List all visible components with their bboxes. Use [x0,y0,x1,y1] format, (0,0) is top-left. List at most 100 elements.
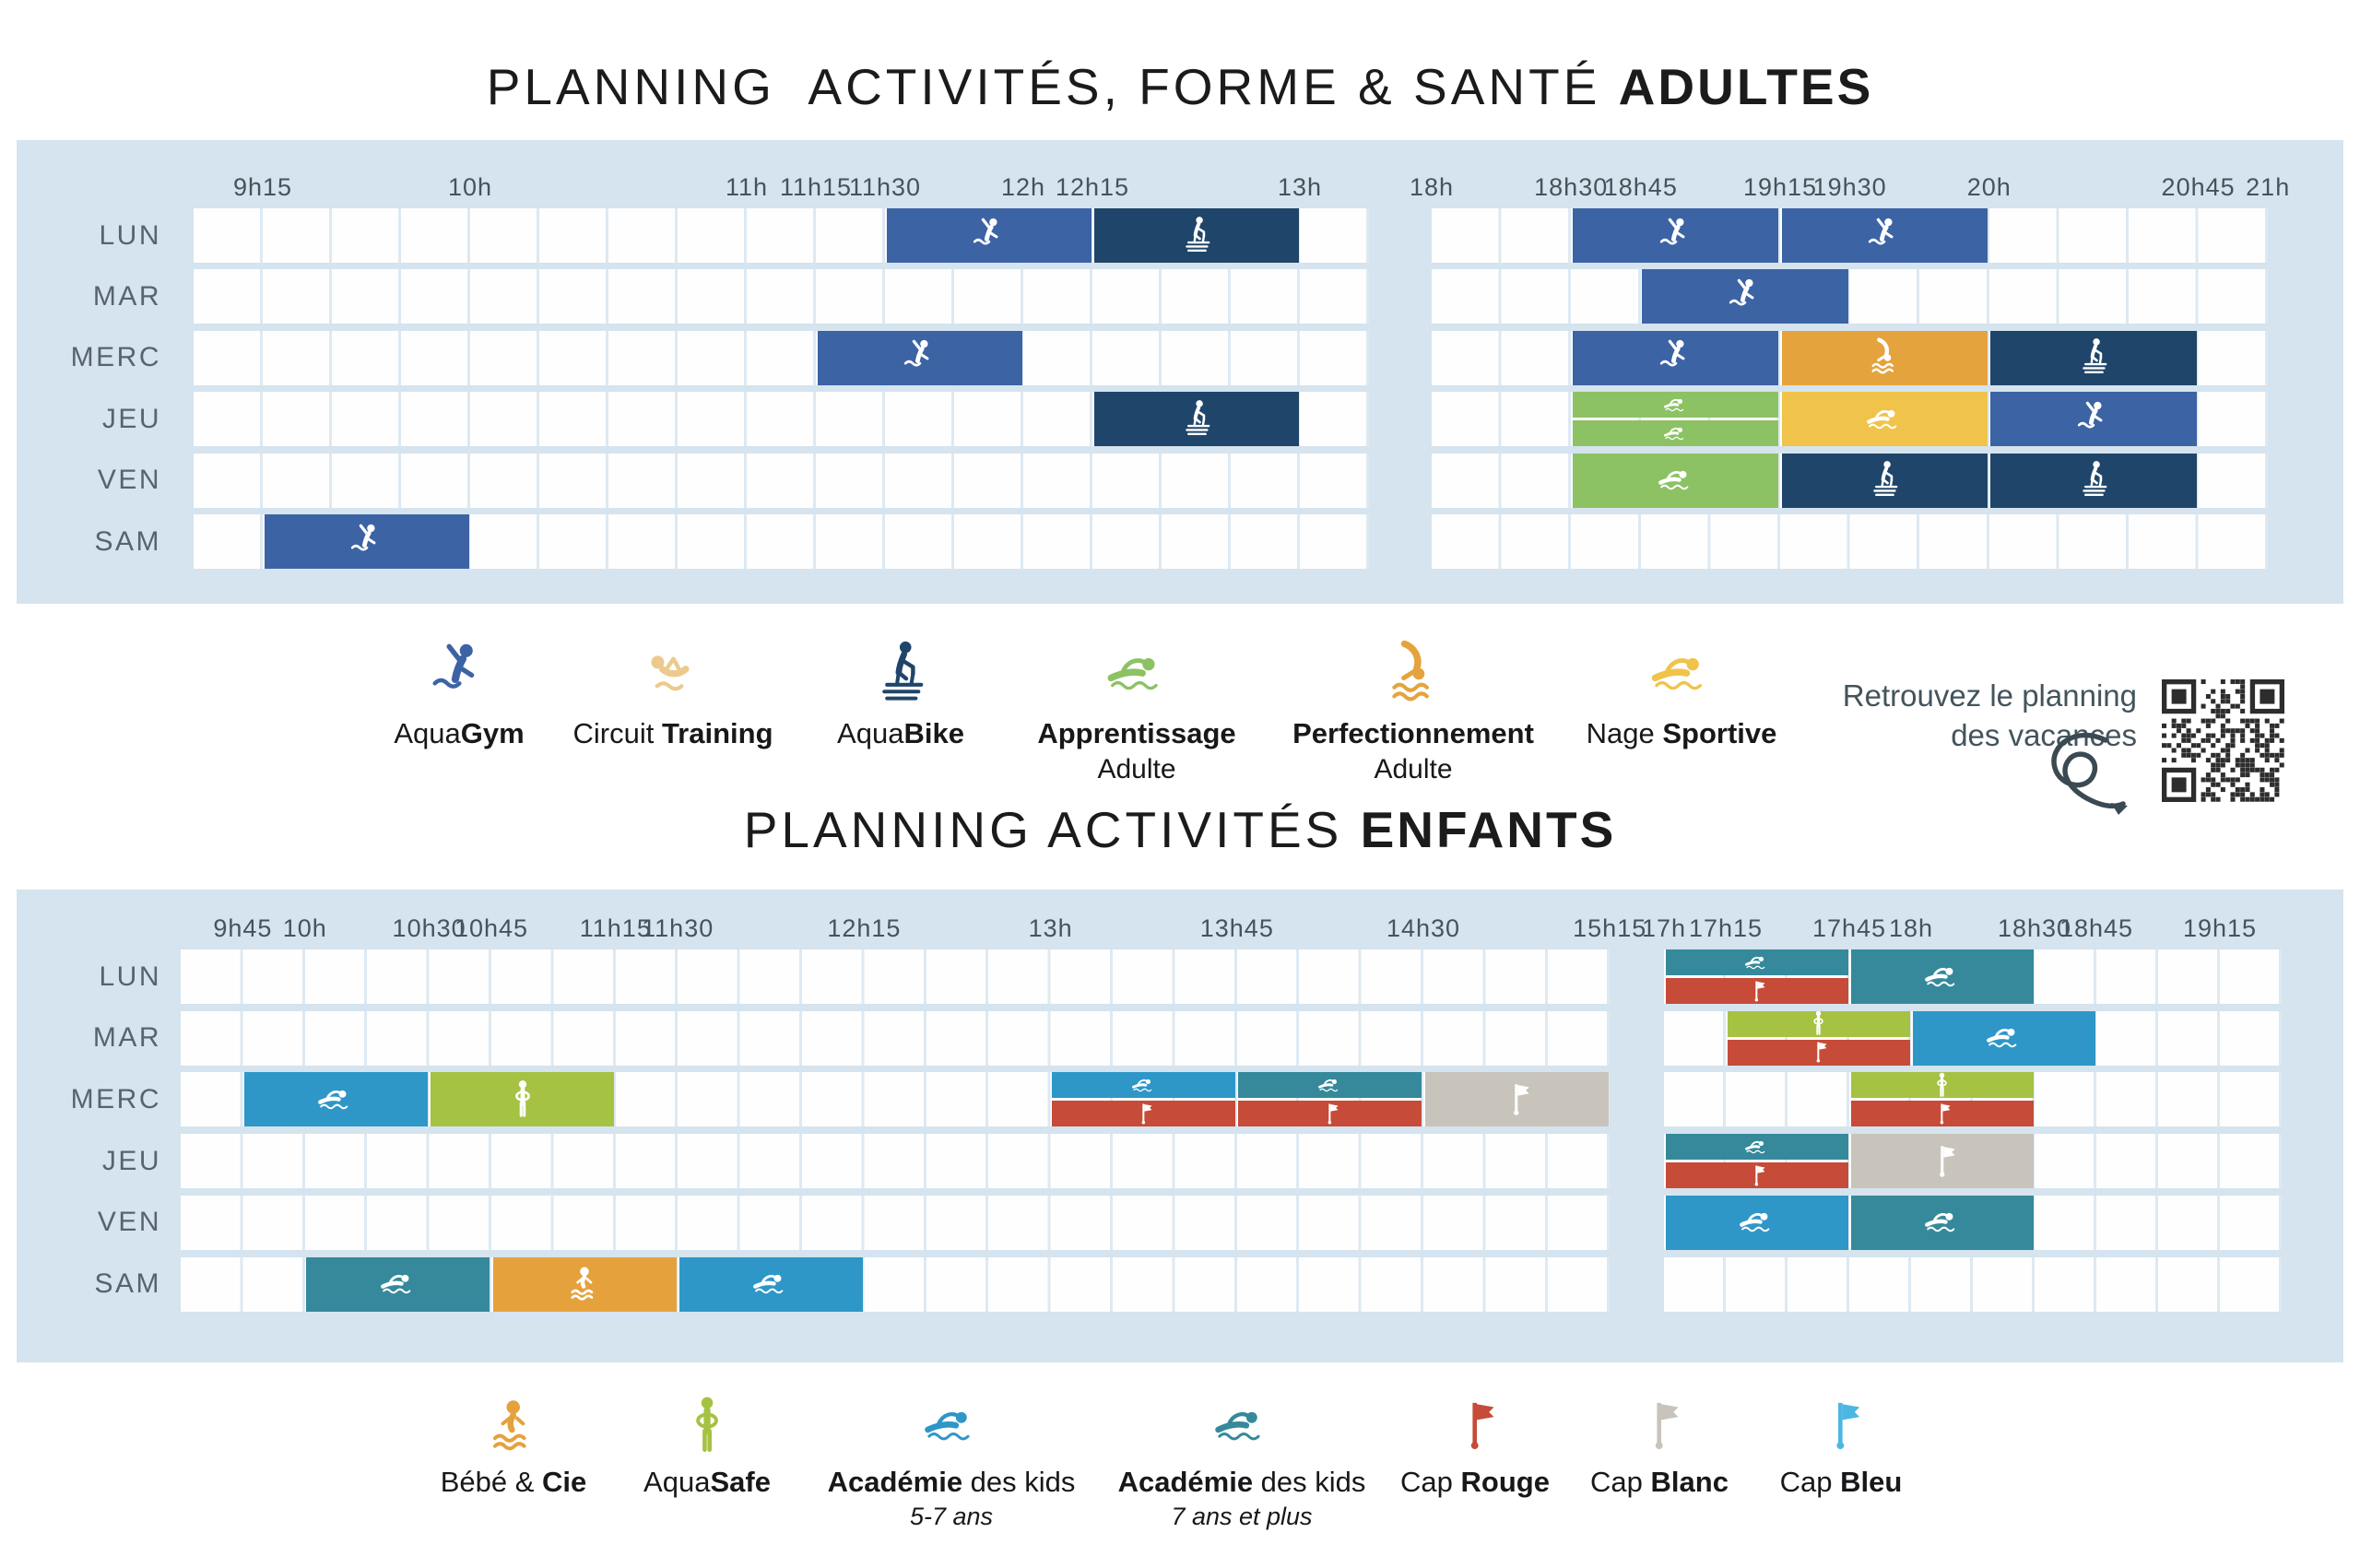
flag-icon [1743,1162,1770,1188]
adults-time-label-12h15: 12h15 [1055,173,1130,201]
schedule-block-aquagym [1572,330,1779,385]
aquagym-icon [394,634,524,708]
kids-grid-row-ven-0 [181,1195,1611,1250]
bebe-icon [564,1264,605,1304]
schedule-block-aquabike [1781,453,1988,508]
kids-legend-label-aquasafe: AquaSafe [643,1466,771,1498]
vacation-note-line2: des vacances [1951,718,2137,752]
adults-time-label-20h: 20h [1966,173,2012,201]
kids-legend-item-capblanc: Cap Blanc [1590,1390,1729,1499]
flag-icon [1496,1079,1537,1120]
swimmer-icon [1662,420,1689,446]
kids-legend-item-aquasafe: AquaSafe [643,1390,771,1499]
kids-legend-label-caprouge: Cap Rouge [1400,1466,1550,1498]
adults-title: PLANNING ACTIVITÉS, FORME & SANTÉ ADULTE… [0,57,2360,116]
kids-legend-item-academie57: Académie des kids 5-7 ans [828,1390,1075,1531]
schedule-block-caprouge [1052,1101,1236,1127]
flag-icon [1400,1390,1550,1456]
kids-grid-row-lun-0 [181,949,1611,1004]
aquabike-icon [2073,337,2114,378]
kids-day-label-jeu: JEU [101,1145,161,1176]
kids-time-label-14h30: 14h30 [1386,914,1461,942]
aquagym-icon [1656,337,1696,378]
schedule-block-nage [1781,392,1988,447]
kids-time-label-15h15: 15h15 [1573,914,1647,942]
bebe-icon [441,1390,587,1456]
schedule-block-apprentissage [1572,392,1779,419]
diver-icon [1864,337,1905,378]
adults-legend-item-circuit: Circuit Training [572,634,773,750]
swimmer-icon [1743,949,1770,975]
adults-time-label-10h: 10h [447,173,493,201]
aquabike-icon [1176,399,1217,440]
kids-legend-sub-academie7p: 7 ans et plus [1171,1503,1313,1530]
aquagym-icon [1864,216,1905,256]
schedule-block-caprouge [1238,1101,1422,1127]
schedule-block-academie57 [243,1072,429,1127]
schedule-block-aquabike [1093,208,1299,263]
kids-day-label-sam: SAM [94,1268,161,1299]
adults-legend-label-perfectionnement: Perfectionnement [1292,717,1534,749]
kids-legend-item-bebe: Bébé & Cie [440,1390,587,1499]
kids-time-label-10h: 10h [282,914,327,942]
schedule-block-caprouge [1850,1101,2034,1127]
flag-icon [1743,978,1770,1004]
schedule-block-apprentissage [1572,420,1779,447]
aquagym-icon [1725,277,1765,317]
schedule-block-academie7p [1238,1072,1422,1099]
schedule-block-capblanc [1850,1134,2034,1189]
diver-icon [1292,634,1534,708]
adults-time-label-19h15: 19h15 [1742,173,1818,201]
adults-legend-item-nage: Nage Sportive [1587,634,1777,750]
kids-time-label-18h45: 18h45 [2059,914,2134,942]
schedule-block-aquasafe [1727,1010,1910,1037]
aquabike-icon [1864,460,1905,501]
flag-icon [1780,1390,1903,1456]
kids-legend-label-capbleu: Cap Bleu [1779,1466,1903,1498]
schedule-block-aquagym [264,514,469,569]
swimmer-icon [750,1264,791,1304]
aquasafe-icon [643,1390,771,1456]
adults-grid-row-merc-0 [194,330,1369,385]
swimmer-icon [1662,392,1689,418]
kids-title-regular: PLANNING ACTIVITÉS [743,801,1361,858]
schedule-block-academie7p [1850,1195,2034,1250]
swimmer-icon [1130,1072,1157,1098]
schedule-block-academie7p [1665,1134,1848,1161]
kids-time-label-12h15: 12h15 [827,914,902,942]
adults-day-label-merc: MERC [70,342,161,373]
adults-day-label-sam: SAM [94,525,161,557]
adults-legend-sub-perfectionnement: Adulte [1374,754,1453,784]
schedule-block-academie7p [1665,949,1848,975]
swimmer-icon [378,1264,419,1304]
swimmer-icon [1864,399,1905,440]
adults-time-label-13h: 13h [1277,173,1323,201]
aquagym-icon [1656,216,1696,256]
swimmer-icon [1656,460,1696,501]
vacation-note-line1: Retrouvez le planning [1842,678,2137,713]
adults-title-regular: PLANNING ACTIVITÉS, FORME & SANTÉ [486,58,1619,115]
swimmer-icon [1737,1202,1777,1243]
kids-day-label-lun: LUN [99,961,161,992]
swimmer-icon [1587,634,1777,708]
schedule-block-capblanc [1424,1072,1609,1127]
adults-legend-item-perfectionnement: Perfectionnement Adulte [1292,634,1534,785]
kids-legend-label-bebe: Bébé & Cie [440,1466,587,1498]
kids-time-label-10h45: 10h45 [454,914,529,942]
adults-time-label-18h45: 18h45 [1603,173,1678,201]
adults-legend-item-aquagym: AquaGym [394,634,525,750]
schedule-block-aquasafe [1850,1072,2034,1099]
schedule-block-caprouge [1727,1039,1910,1066]
adults-legend-item-aquabike: AquaBike [837,634,964,750]
aquagym-icon [969,216,1009,256]
kids-time-label-17h45: 17h45 [1811,914,1887,942]
schedule-block-aquasafe [431,1072,615,1127]
schedule-block-academie57 [1052,1072,1236,1099]
kids-day-label-merc: MERC [70,1083,161,1114]
adults-time-label-11h30: 11h30 [848,173,922,201]
kids-time-label-9h45: 9h45 [213,914,273,942]
aquasafe-icon [502,1079,543,1120]
flag-icon [1130,1101,1157,1126]
schedule-block-aquagym [886,208,1092,263]
